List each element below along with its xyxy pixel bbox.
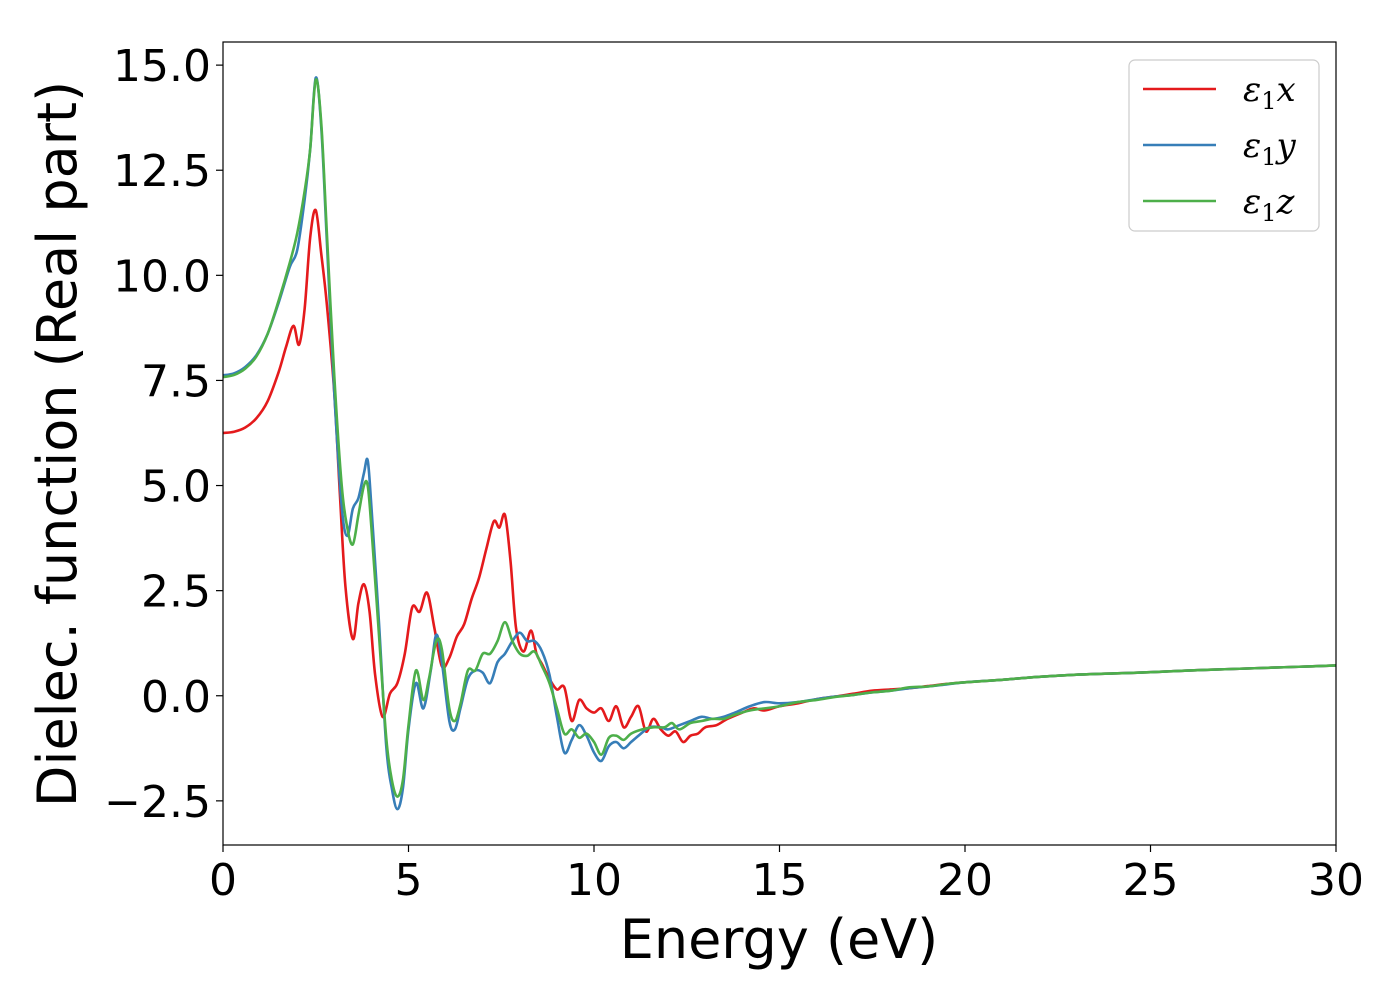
y-axis-ticks: −2.5 0.0 2.5 5.0 7.5 10.0 12.5 15.0 (104, 41, 223, 828)
y-tick-label: 2.5 (141, 567, 211, 618)
y-tick-label: 12.5 (113, 146, 211, 197)
x-tick-label: 15 (752, 855, 808, 906)
legend-label-y: ε1y (1243, 126, 1297, 171)
legend-items: ε1x ε1y ε1z (1143, 70, 1297, 227)
y-axis-title: Dielec. function (Real part) (26, 81, 89, 807)
y-tick-label: 15.0 (113, 41, 211, 92)
y-tick-label: 5.0 (141, 462, 211, 513)
legend-box (1128, 59, 1320, 232)
y-tick-label: −2.5 (104, 777, 211, 828)
x-axis-ticks: 0 5 10 15 20 25 30 (209, 845, 1364, 906)
series-line-z (223, 78, 1336, 798)
x-tick-label: 20 (937, 855, 993, 906)
series-layer (223, 76, 1336, 811)
x-tick-label: 10 (566, 855, 622, 906)
x-axis-title: Energy (eV) (620, 908, 939, 971)
x-tick-label: 25 (1123, 855, 1179, 906)
legend-label-z: ε1z (1243, 182, 1296, 227)
y-tick-label: 7.5 (141, 356, 211, 407)
y-tick-label: 0.0 (141, 672, 211, 723)
x-tick-label: 0 (209, 855, 237, 906)
legend: ε1x ε1y ε1z (1128, 59, 1320, 232)
legend-label-x: ε1x (1243, 70, 1296, 115)
x-tick-label: 30 (1308, 855, 1364, 906)
x-tick-label: 5 (395, 855, 423, 906)
y-tick-label: 10.0 (113, 251, 211, 302)
